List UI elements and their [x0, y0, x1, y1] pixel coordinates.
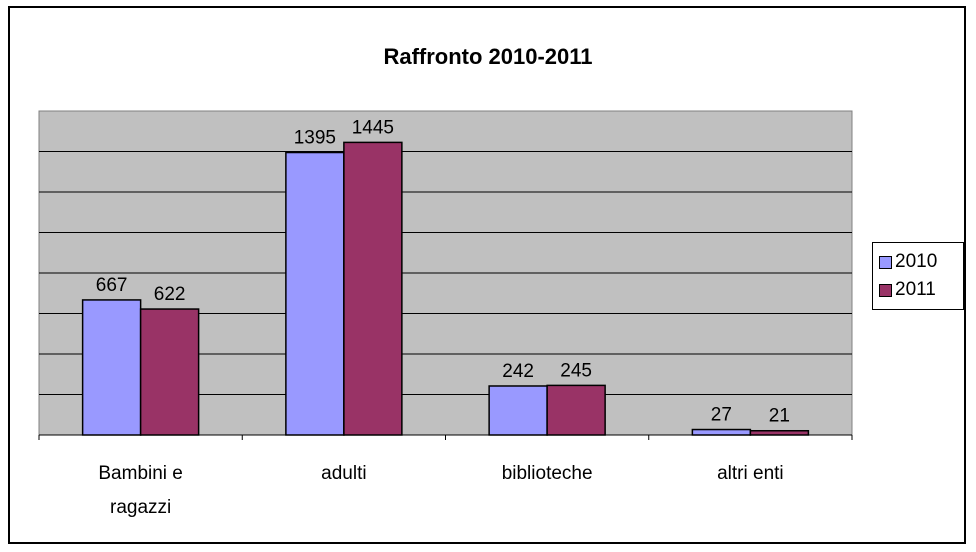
data-label-2010-2: 242	[502, 361, 534, 382]
data-label-2010-3: 27	[711, 405, 732, 426]
x-tick-label: altri enti	[717, 463, 784, 484]
x-tick-label: adulti	[321, 463, 366, 484]
x-axis: Bambini e ragazzi adulti biblioteche altri e…	[38, 434, 853, 518]
bar-2011-2	[546, 384, 606, 436]
legend-label-2010: 2010	[895, 251, 938, 272]
x-tick-label: biblioteche	[502, 463, 593, 484]
legend-item-2010: 2010	[879, 249, 937, 275]
bar-2011-0	[139, 308, 200, 436]
legend-swatch-2011	[879, 283, 892, 297]
data-label-2011-1: 1445	[352, 117, 394, 138]
bar-2010-2	[488, 385, 548, 436]
bar-2010-0	[81, 299, 142, 436]
legend-item-2011: 2011	[879, 277, 936, 303]
legend-label-2011: 2011	[895, 279, 936, 300]
data-label-2010-0: 667	[96, 275, 128, 296]
data-labels: 667 622 1395 1445 242 245 27 21	[96, 117, 790, 426]
bar-2011-3	[749, 429, 810, 436]
bar-2011-1	[343, 141, 403, 436]
data-label-2011-2: 245	[560, 360, 592, 381]
data-label-2011-0: 622	[154, 284, 186, 305]
x-tick-label: Bambini e	[98, 463, 183, 484]
legend-swatch-2010	[879, 255, 892, 269]
data-label-2011-3: 21	[769, 406, 790, 427]
legend: 2010 2011	[872, 242, 964, 310]
bar-2010-1	[285, 151, 345, 436]
bar-2010-3	[691, 428, 752, 436]
x-tick-label: ragazzi	[110, 497, 171, 518]
data-label-2010-1: 1395	[294, 128, 336, 149]
chart-title: Raffronto 2010-2011	[383, 44, 593, 69]
